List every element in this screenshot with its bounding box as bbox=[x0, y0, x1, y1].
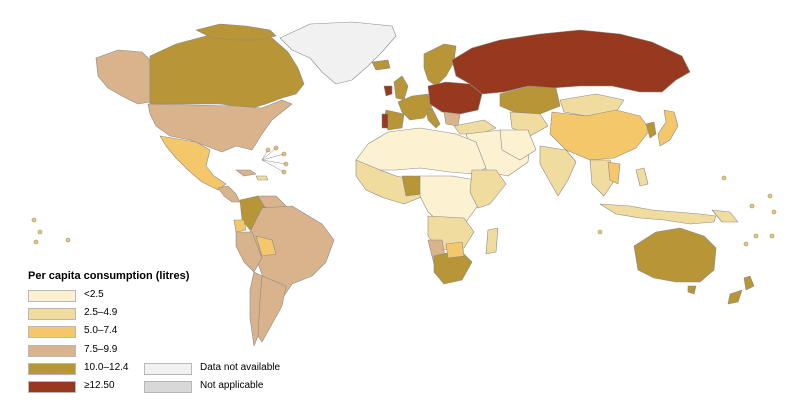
region-italy bbox=[425, 107, 441, 129]
legend-label: 7.5–9.9 bbox=[84, 344, 118, 355]
region-portugal bbox=[381, 113, 389, 129]
legend-swatch bbox=[28, 363, 76, 375]
legend-label: ≥12.50 bbox=[84, 380, 115, 391]
region-ireland bbox=[383, 85, 393, 97]
legend-swatch bbox=[28, 345, 76, 357]
region-indonesia bbox=[599, 203, 717, 225]
region-greenland bbox=[279, 21, 397, 85]
region-usa bbox=[147, 99, 293, 153]
legend-swatch bbox=[28, 381, 76, 393]
legend-swatch bbox=[28, 326, 76, 338]
region-argentina bbox=[257, 275, 287, 343]
region-caribbean-2 bbox=[255, 175, 269, 181]
legend-label: 10.0–12.4 bbox=[84, 362, 129, 373]
region-china bbox=[549, 109, 651, 161]
region-ecuador bbox=[233, 219, 247, 233]
legend-swatch bbox=[144, 381, 192, 393]
small-island-markers bbox=[31, 145, 777, 247]
region-kazakhstan bbox=[499, 85, 561, 115]
legend-label: <2.5 bbox=[84, 289, 104, 300]
legend-swatch bbox=[144, 363, 192, 375]
region-caribbean bbox=[235, 169, 257, 177]
region-bolivia bbox=[255, 235, 277, 257]
region-canada bbox=[149, 29, 305, 109]
region-philippines bbox=[635, 167, 649, 187]
region-east-africa bbox=[469, 169, 507, 209]
legend-swatch bbox=[28, 290, 76, 302]
legend-label: Not applicable bbox=[200, 380, 264, 391]
region-botswana bbox=[445, 241, 465, 259]
caribbean-leader-lines bbox=[261, 147, 287, 173]
legend-title: Per capita consumption (litres) bbox=[28, 270, 190, 282]
region-central-america bbox=[217, 185, 241, 203]
region-japan bbox=[657, 109, 679, 147]
region-australia bbox=[633, 227, 717, 283]
legend-label: Data not available bbox=[200, 362, 281, 373]
region-korea bbox=[645, 121, 657, 139]
region-papua-new-guinea bbox=[711, 209, 739, 223]
region-india bbox=[539, 145, 577, 197]
region-iran bbox=[499, 129, 537, 161]
legend-label: 2.5–4.9 bbox=[84, 307, 118, 318]
legend-label: 5.0–7.4 bbox=[84, 325, 118, 336]
region-tasmania bbox=[687, 285, 697, 295]
region-uk bbox=[393, 75, 409, 101]
region-balkans bbox=[443, 111, 461, 127]
region-iceland bbox=[371, 59, 391, 71]
legend-swatch bbox=[28, 308, 76, 320]
region-eastern-europe bbox=[427, 81, 483, 115]
region-alaska bbox=[95, 49, 151, 105]
region-canada-islands bbox=[195, 23, 277, 41]
region-new-zealand bbox=[727, 275, 755, 305]
region-madagascar bbox=[485, 227, 499, 255]
region-scandinavia bbox=[423, 43, 457, 87]
region-russia bbox=[451, 29, 691, 95]
map-legend: Per capita consumption (litres) <2.5 2.5… bbox=[28, 270, 328, 410]
region-vietnam bbox=[607, 161, 621, 185]
region-turkey bbox=[453, 119, 497, 135]
